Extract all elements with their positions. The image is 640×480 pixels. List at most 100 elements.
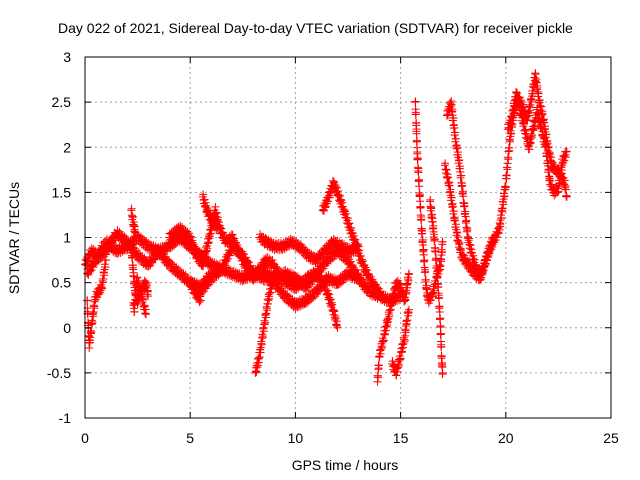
data-point — [417, 216, 426, 225]
data-points — [81, 69, 571, 386]
data-point — [412, 136, 421, 145]
data-point — [187, 275, 196, 284]
data-point — [432, 254, 441, 263]
data-point — [451, 134, 460, 143]
data-point — [442, 165, 451, 174]
data-point — [255, 353, 264, 362]
y-tick-label: 3 — [63, 49, 71, 65]
data-point — [206, 229, 215, 238]
data-point — [381, 329, 390, 338]
series-track-14 — [388, 305, 414, 380]
series-track-8 — [198, 190, 222, 235]
data-point — [85, 344, 94, 353]
y-tick-label: 0.5 — [52, 275, 72, 291]
series-track-12 — [318, 176, 386, 302]
x-tick-label: 0 — [81, 430, 89, 446]
data-point — [413, 155, 422, 164]
data-point — [139, 295, 148, 304]
data-point — [438, 368, 447, 377]
data-point — [542, 142, 551, 151]
data-point — [195, 285, 204, 294]
data-point — [502, 171, 511, 180]
data-point — [101, 263, 110, 272]
x-axis-title: GPS time / hours — [292, 457, 399, 473]
data-point — [528, 131, 537, 140]
data-point — [212, 259, 221, 268]
data-point — [449, 114, 458, 123]
series-track-19 — [503, 88, 571, 200]
data-point — [504, 155, 513, 164]
data-point — [466, 241, 475, 250]
data-point — [447, 193, 456, 202]
data-point — [213, 224, 222, 233]
data-point — [388, 298, 397, 307]
y-tick-label: 1.5 — [52, 184, 72, 200]
data-point — [130, 307, 139, 316]
data-point — [555, 179, 564, 188]
data-point — [453, 143, 462, 152]
data-point — [448, 202, 457, 211]
data-point — [207, 269, 216, 278]
data-point — [462, 216, 471, 225]
data-point — [460, 201, 469, 210]
data-point — [403, 316, 412, 325]
series-track-3 — [83, 256, 111, 353]
data-point — [437, 343, 446, 352]
data-point — [405, 305, 414, 314]
x-tick-labels: 0 5 10 15 20 25 — [81, 430, 619, 446]
data-point — [258, 332, 267, 341]
data-point — [500, 192, 509, 201]
data-point — [330, 307, 339, 316]
x-tick-label: 5 — [186, 430, 194, 446]
data-point — [415, 182, 424, 191]
data-point — [540, 133, 549, 142]
data-point — [416, 203, 425, 212]
data-point — [128, 253, 137, 262]
y-tick-labels: -1 -0.5 0 0.5 1 1.5 2 2.5 3 — [47, 49, 71, 426]
data-point — [87, 327, 96, 336]
data-point — [450, 123, 459, 132]
data-point — [537, 102, 546, 111]
data-point — [513, 88, 522, 97]
data-point — [261, 318, 270, 327]
x-tick-label: 15 — [393, 430, 409, 446]
y-tick-label: 1 — [63, 230, 71, 246]
data-point — [531, 70, 540, 79]
data-point — [457, 171, 466, 180]
data-point — [505, 144, 514, 153]
y-axis-title: SDTVAR / TECUs — [6, 182, 22, 294]
data-point — [436, 329, 445, 338]
axis-ticks — [84, 56, 612, 419]
data-point — [430, 235, 439, 244]
data-point — [431, 247, 440, 256]
data-point — [88, 317, 97, 326]
series-track-13 — [373, 269, 414, 386]
data-point — [398, 347, 407, 356]
data-point — [402, 288, 411, 297]
x-tick-label: 10 — [288, 430, 304, 446]
data-point — [421, 267, 430, 276]
data-point — [411, 97, 420, 106]
data-point — [99, 275, 108, 284]
data-point — [144, 292, 153, 301]
data-point — [523, 116, 532, 125]
chart-title: Day 022 of 2021, Sidereal Day-to-day VTE… — [58, 20, 573, 36]
data-point — [418, 229, 427, 238]
data-point — [102, 256, 111, 265]
data-point — [142, 310, 151, 319]
data-point — [508, 113, 517, 122]
data-point — [259, 327, 268, 336]
data-point — [445, 181, 454, 190]
data-point — [498, 204, 507, 213]
data-point — [212, 208, 221, 217]
data-point — [414, 168, 423, 177]
data-point — [497, 213, 506, 222]
data-point — [89, 307, 98, 316]
data-point — [231, 267, 240, 276]
series-track-15 — [411, 97, 447, 308]
data-point — [392, 371, 401, 380]
data-point — [534, 89, 543, 98]
y-tick-label: -1 — [59, 410, 72, 426]
data-point — [544, 165, 553, 174]
